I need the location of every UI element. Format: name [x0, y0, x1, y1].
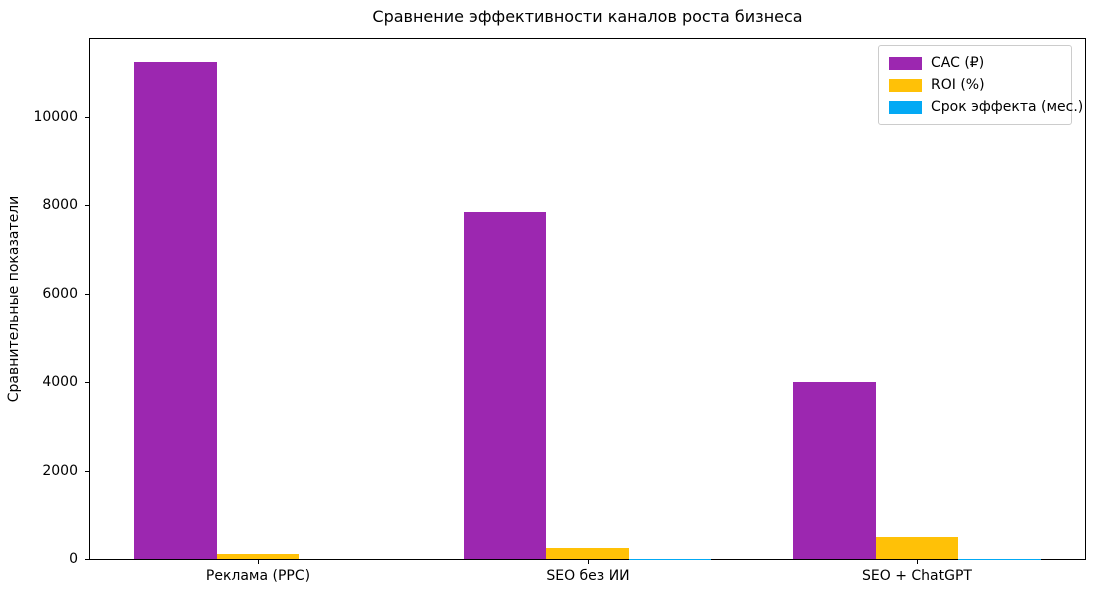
y-tick-label: 2000	[42, 463, 78, 479]
legend-label: ROI (%)	[931, 77, 985, 93]
legend-label: CAC (₽)	[931, 55, 985, 71]
x-tick-label: SEO + ChatGPT	[862, 568, 972, 584]
legend-item: ROI (%)	[889, 74, 1061, 96]
y-tick-label: 6000	[42, 286, 78, 302]
x-tick	[258, 560, 259, 564]
legend-swatch	[889, 56, 922, 70]
y-tick-label: 4000	[42, 374, 78, 390]
y-tick	[85, 382, 89, 383]
legend-item: CAC (₽)	[889, 52, 1061, 74]
bar-CAC (₽)-Реклама (PPC)	[134, 61, 217, 559]
bar-CAC (₽)-SEO + ChatGPT	[793, 382, 876, 559]
x-tick-label: SEO без ИИ	[546, 568, 630, 584]
y-tick	[85, 117, 89, 118]
y-tick-label: 0	[69, 551, 78, 567]
y-tick	[85, 559, 89, 560]
y-tick	[85, 471, 89, 472]
bar-ROI (%)-SEO без ИИ	[546, 548, 629, 559]
bar-ROI (%)-Реклама (PPC)	[216, 553, 300, 559]
y-tick	[85, 294, 89, 295]
bar-ROI (%)-SEO + ChatGPT	[875, 536, 959, 559]
x-tick	[588, 560, 589, 564]
bar-CAC (₽)-SEO без ИИ	[463, 212, 547, 559]
chart-title: Сравнение эффективности каналов роста би…	[372, 7, 803, 26]
legend-item: Срок эффекта (мес.)	[889, 96, 1083, 118]
x-tick-label: Реклама (PPC)	[205, 568, 311, 584]
y-tick-label: 8000	[42, 197, 78, 213]
legend: CAC (₽) ROI (%) Срок эффекта (мес.)	[878, 45, 1083, 125]
legend-label: Срок эффекта (мес.)	[931, 99, 1084, 115]
x-tick	[917, 560, 918, 564]
y-tick-label: 10000	[33, 109, 78, 125]
plot-area	[89, 38, 1086, 560]
y-tick	[85, 205, 89, 206]
legend-swatch	[889, 78, 922, 92]
legend-swatch	[889, 100, 922, 114]
